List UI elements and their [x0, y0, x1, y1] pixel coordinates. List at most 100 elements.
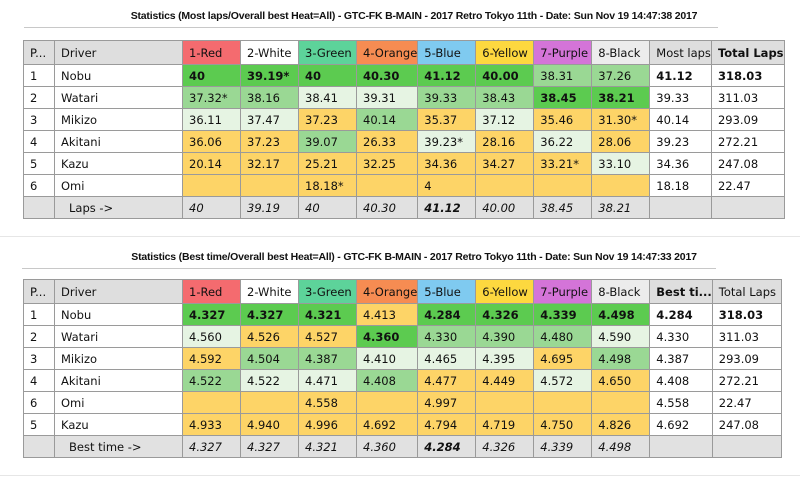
driver-cell: Omi — [54, 391, 183, 414]
table-row[interactable]: 2 Watari 4.560 4.526 4.527 4.360 4.330 4.390 4.4… — [23, 325, 782, 348]
heat-cell: 4.410 — [355, 347, 419, 370]
position-header[interactable]: P... — [23, 279, 55, 304]
most-laps-title: Statistics (Most laps/Overall best Heat=… — [130, 10, 698, 22]
heat-cell: 4.719 — [475, 413, 535, 436]
total-laps-cell: 318.03 — [710, 64, 785, 87]
heat-cell: 4.592 — [182, 347, 241, 370]
heat-cell: 39.19* — [240, 64, 299, 87]
heat-cell — [240, 174, 299, 197]
table-row[interactable]: 4 Akitani 4.522 4.522 4.471 4.408 4.477 4.449 4.… — [23, 369, 782, 392]
summary-value: 4.339 — [533, 435, 593, 458]
heat-black-header[interactable]: 8-Black — [591, 279, 651, 304]
heat-cell: 4.522 — [240, 369, 299, 392]
heat-cell: 4.498 — [591, 303, 651, 326]
heat-cell: 4.572 — [533, 369, 593, 392]
heat-cell: 4.996 — [298, 413, 357, 436]
position-cell: 5 — [23, 152, 55, 175]
heat-green-header[interactable]: 3-Green — [298, 40, 357, 65]
best-column-header[interactable]: Best ti... — [649, 279, 713, 304]
heat-cell: 28.16 — [475, 130, 535, 153]
heat-purple-header[interactable]: 7-Purple — [533, 40, 593, 65]
most-laps-panel: Statistics (Most laps/Overall best Heat=… — [0, 0, 800, 237]
heat-cell: 4.826 — [591, 413, 651, 436]
heat-cell: 39.07 — [298, 130, 357, 153]
total-laps-header[interactable]: Total Laps — [710, 40, 785, 65]
heat-cell: 38.41 — [298, 86, 357, 109]
table-row[interactable]: 1 Nobu 40 39.19* 40 40.30 41.12 40.00 38.31 37.26… — [23, 64, 785, 87]
table-row[interactable]: 5 Kazu 20.14 32.17 25.21 32.25 34.36 34.27 33.21… — [23, 152, 785, 175]
heat-cell: 4.327 — [182, 303, 241, 326]
best-value-cell: 41.12 — [649, 64, 712, 87]
heat-cell: 34.36 — [417, 152, 477, 175]
heat-cell — [591, 174, 651, 197]
heat-cell — [475, 391, 535, 414]
heat-white-header[interactable]: 2-White — [240, 40, 299, 65]
driver-header[interactable]: Driver — [54, 40, 183, 65]
best-time-panel: Statistics (Best time/Overall best Heat=… — [0, 237, 800, 476]
heat-cell: 4.471 — [298, 369, 357, 392]
heat-purple-header[interactable]: 7-Purple — [533, 279, 593, 304]
heat-yellow-header[interactable]: 6-Yellow — [475, 279, 535, 304]
total-laps-cell: 311.03 — [711, 325, 782, 348]
position-cell: 2 — [23, 86, 55, 109]
heat-blue-header[interactable]: 5-Blue — [417, 279, 477, 304]
table-row[interactable]: 3 Mikizo 4.592 4.504 4.387 4.410 4.465 4.395 4.6… — [23, 347, 782, 370]
heat-cell: 4.527 — [298, 325, 357, 348]
table-row[interactable]: 6 Omi 18.18* 4 18.18 22.47 — [23, 174, 785, 197]
position-cell: 2 — [23, 325, 55, 348]
heat-cell: 4.940 — [240, 413, 299, 436]
heat-orange-header[interactable]: 4-Orange — [355, 279, 419, 304]
driver-cell: Kazu — [54, 152, 183, 175]
heat-yellow-header[interactable]: 6-Yellow — [475, 40, 535, 65]
heat-cell: 33.21* — [533, 152, 593, 175]
heat-cell: 4.284 — [417, 303, 477, 326]
best-column-header[interactable]: Most laps — [649, 40, 712, 65]
summary-value: 4.327 — [240, 435, 299, 458]
heat-blue-header[interactable]: 5-Blue — [417, 40, 477, 65]
heat-cell: 4.390 — [475, 325, 535, 348]
heat-cell: 4.590 — [591, 325, 651, 348]
heat-orange-header[interactable]: 4-Orange — [355, 40, 419, 65]
heat-cell: 4.360 — [355, 325, 419, 348]
heat-red-header[interactable]: 1-Red — [182, 40, 241, 65]
summary-value: 38.45 — [533, 196, 593, 219]
table-row[interactable]: 6 Omi 4.558 4.997 4.558 22.47 — [23, 391, 782, 414]
best-time-table: P... Driver 1-Red 2-White 3-Green 4-Orange 5-B… — [23, 279, 782, 458]
heat-cell: 37.12 — [475, 108, 535, 131]
heat-cell: 35.46 — [533, 108, 593, 131]
position-cell: 1 — [23, 303, 55, 326]
heat-cell: 20.14 — [182, 152, 241, 175]
table-row[interactable]: 3 Mikizo 36.11 37.47 37.23 40.14 35.37 37.12 35.… — [23, 108, 785, 131]
position-cell: 6 — [23, 174, 55, 197]
total-laps-header[interactable]: Total Laps — [711, 279, 782, 304]
heat-cell: 37.26 — [591, 64, 651, 87]
total-laps-cell: 318.03 — [711, 303, 782, 326]
total-laps-cell: 247.08 — [711, 413, 782, 436]
heat-white-header[interactable]: 2-White — [240, 279, 299, 304]
heat-cell: 4.498 — [591, 347, 651, 370]
position-cell: 4 — [23, 130, 55, 153]
position-header[interactable]: P... — [23, 40, 55, 65]
table-row[interactable]: 1 Nobu 4.327 4.327 4.321 4.413 4.284 4.326 4.339… — [23, 303, 782, 326]
best-value-cell: 34.36 — [649, 152, 712, 175]
heat-cell: 4.465 — [417, 347, 477, 370]
table-row[interactable]: 4 Akitani 36.06 37.23 39.07 26.33 39.23* 28.16 3… — [23, 130, 785, 153]
total-laps-cell: 311.03 — [710, 86, 785, 109]
most-laps-table: P... Driver 1-Red 2-White 3-Green 4-Orange 5-B… — [23, 40, 785, 219]
heat-red-header[interactable]: 1-Red — [182, 279, 241, 304]
table-row[interactable]: 5 Kazu 4.933 4.940 4.996 4.692 4.794 4.719 4.750… — [23, 413, 782, 436]
summary-label: Best time -> — [54, 435, 183, 458]
total-laps-cell: 272.21 — [710, 130, 785, 153]
table-row[interactable]: 2 Watari 37.32* 38.16 38.41 39.31 39.33 38.43 38… — [23, 86, 785, 109]
heat-black-header[interactable]: 8-Black — [591, 40, 651, 65]
best-value-cell: 4.284 — [649, 303, 713, 326]
heat-cell — [533, 174, 593, 197]
heat-green-header[interactable]: 3-Green — [298, 279, 357, 304]
heat-cell: 38.16 — [240, 86, 299, 109]
driver-cell: Nobu — [54, 64, 183, 87]
heat-cell: 4.522 — [182, 369, 241, 392]
heat-cell: 39.23* — [417, 130, 477, 153]
driver-header[interactable]: Driver — [54, 279, 183, 304]
heat-cell — [182, 174, 241, 197]
best-value-cell: 4.387 — [649, 347, 713, 370]
